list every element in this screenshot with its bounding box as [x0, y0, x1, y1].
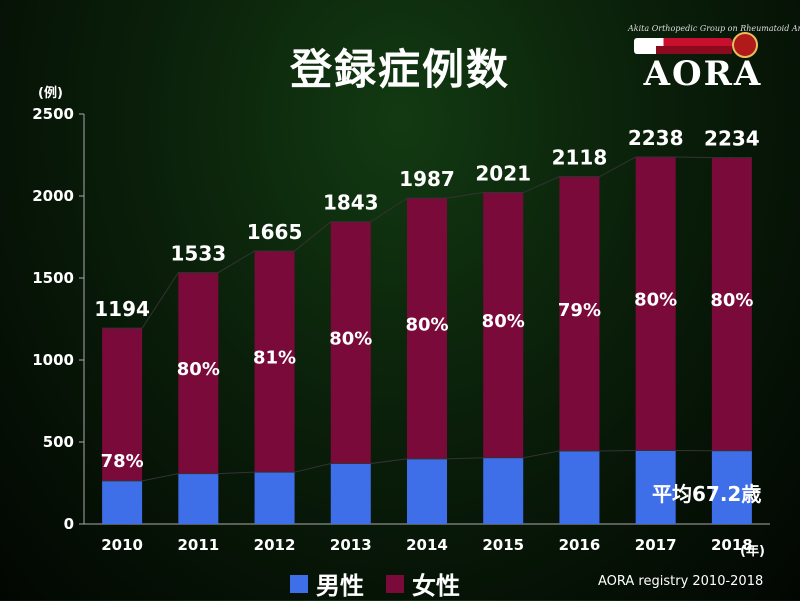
logo-emblem-icon — [732, 32, 758, 58]
total-label-2015: 2021 — [475, 162, 531, 186]
total-trend-line — [102, 156, 752, 329]
legend-item-male: 男性 — [290, 566, 364, 601]
bar-female-2011 — [178, 272, 219, 474]
female-pct-label-2012: 81% — [253, 348, 296, 369]
bar-male-2011 — [178, 473, 219, 524]
y-tick-label: 0 — [64, 515, 74, 533]
bar-female-2016 — [559, 176, 600, 452]
bar-male-2012 — [254, 472, 295, 524]
total-label-2011: 1533 — [170, 242, 226, 266]
bar-male-2013 — [330, 463, 371, 524]
x-tick-label-2011: 2011 — [177, 536, 219, 554]
total-label-2014: 1987 — [399, 167, 455, 191]
x-tick-label-2012: 2012 — [254, 536, 296, 554]
female-pct-label-2010: 78% — [101, 451, 144, 472]
bar-male-2015 — [483, 457, 524, 524]
average-age-annotation: 平均67.2歳 — [652, 482, 762, 506]
total-label-2017: 2238 — [628, 126, 684, 150]
x-tick-label-2016: 2016 — [559, 536, 601, 554]
x-tick-label-2010: 2010 — [101, 536, 143, 554]
logo-caption: Akita Orthopedic Group on Rheumatoid Art… — [628, 24, 800, 33]
bar-female-2018 — [711, 157, 752, 451]
total-label-2018: 2234 — [704, 127, 760, 151]
x-axis-unit: (年) — [740, 544, 765, 559]
total-label-2016: 2118 — [552, 146, 608, 170]
female-pct-label-2017: 80% — [634, 290, 677, 311]
legend-label-female: 女性 — [412, 572, 460, 600]
aora-logo: Akita Orthopedic Group on Rheumatoid Art… — [628, 24, 800, 96]
y-axis-unit: (例) — [38, 86, 63, 101]
bar-female-2015 — [483, 192, 524, 458]
bar-male-2010 — [102, 480, 143, 524]
x-tick-label-2013: 2013 — [330, 536, 372, 554]
legend-swatch-male — [290, 574, 308, 593]
y-tick-label: 2000 — [32, 187, 74, 205]
y-tick-label: 1500 — [32, 269, 74, 287]
female-pct-label-2014: 80% — [405, 315, 448, 336]
bar-female-2010 — [102, 328, 143, 481]
male-trend-line — [102, 450, 752, 482]
bar-female-2014 — [407, 198, 447, 459]
bar-male-2018 — [711, 450, 752, 524]
total-label-2013: 1843 — [323, 191, 379, 215]
source-note: AORA registry 2010-2018 — [598, 574, 764, 589]
female-pct-label-2015: 80% — [482, 311, 525, 332]
bar-female-2013 — [330, 221, 371, 464]
logo-bar-accent — [656, 46, 732, 54]
y-tick-label: 2500 — [32, 105, 74, 123]
x-tick-label-2017: 2017 — [635, 536, 677, 554]
total-label-2012: 1665 — [247, 220, 303, 244]
female-pct-label-2011: 80% — [177, 359, 220, 380]
female-pct-label-2018: 80% — [710, 290, 753, 311]
logo-text: AORA — [643, 54, 763, 94]
x-tick-label-2014: 2014 — [406, 536, 448, 554]
female-pct-label-2016: 79% — [558, 300, 601, 321]
legend-swatch-female — [386, 574, 404, 593]
bar-male-2014 — [407, 458, 447, 524]
y-tick-label: 500 — [43, 433, 74, 451]
legend: 男性 女性 — [290, 566, 482, 601]
x-tick-label-2015: 2015 — [482, 536, 524, 554]
legend-label-male: 男性 — [316, 572, 364, 600]
x-tick-label-2018: 2018 — [711, 536, 753, 554]
bar-male-2017 — [635, 450, 676, 524]
bar-male-2016 — [559, 451, 600, 524]
y-tick-label: 1000 — [32, 351, 74, 369]
female-pct-label-2013: 80% — [329, 329, 372, 350]
page-title: 登録症例数 — [289, 45, 510, 94]
total-label-2010: 1194 — [94, 297, 150, 321]
bar-female-2012 — [254, 250, 295, 473]
legend-item-female: 女性 — [386, 566, 460, 601]
bar-female-2017 — [635, 156, 676, 451]
